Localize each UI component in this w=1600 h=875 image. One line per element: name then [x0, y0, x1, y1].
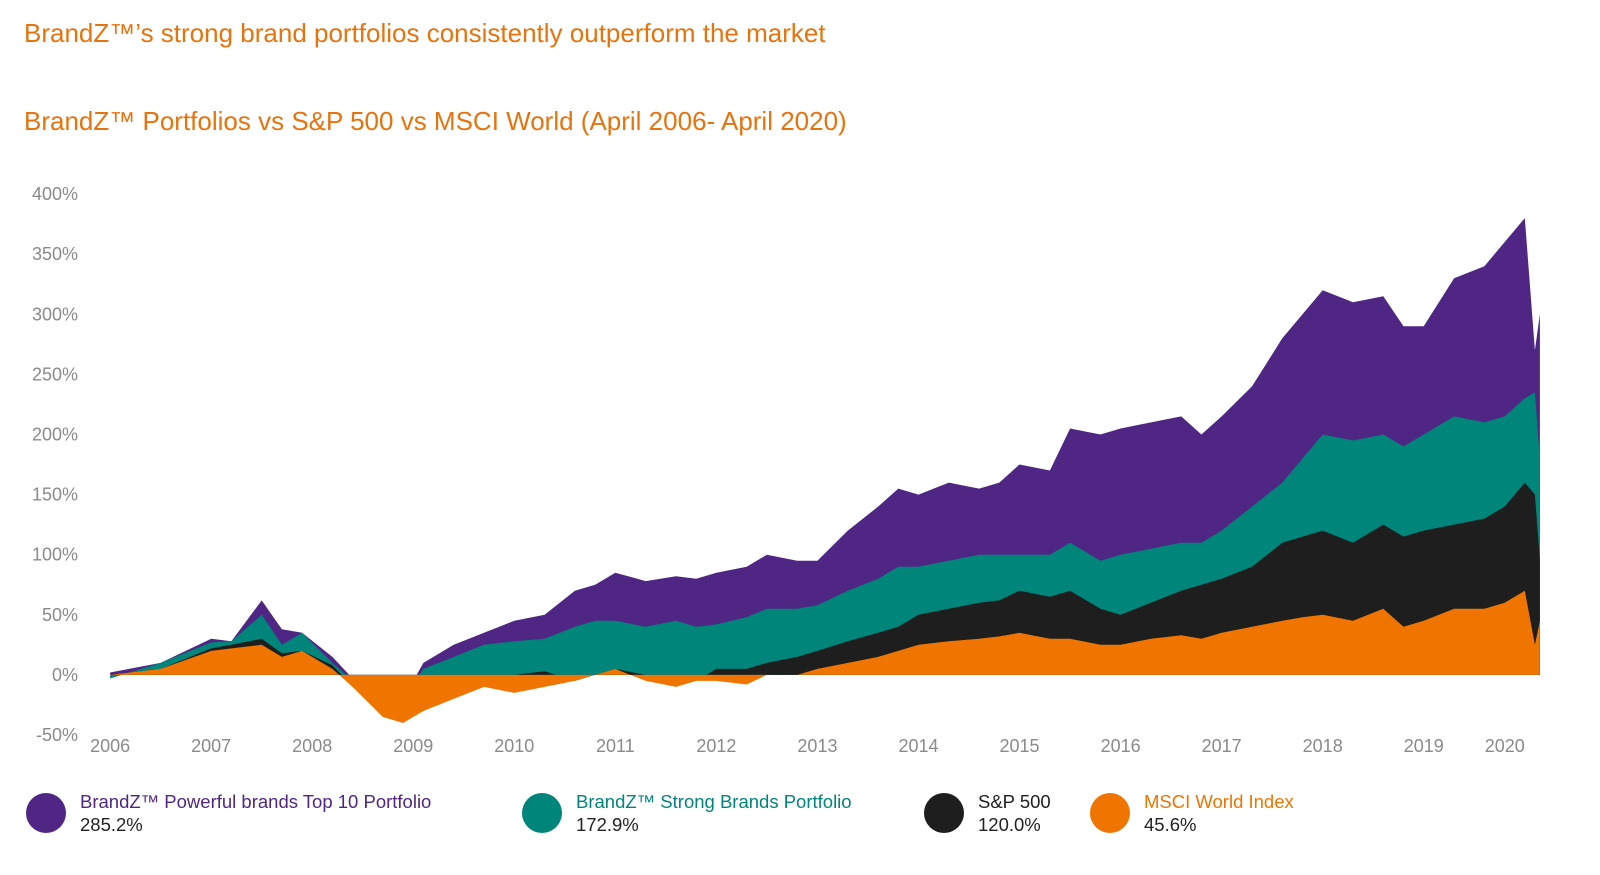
x-tick-label: 2010: [494, 736, 534, 756]
legend-value-strong-brands: 172.9%: [576, 814, 639, 835]
legend-swatch-strong-brands: [522, 793, 562, 833]
x-tick-label: 2020: [1485, 736, 1525, 756]
x-tick-label: 2006: [90, 736, 130, 756]
y-tick-label: 300%: [32, 304, 78, 324]
y-tick-label: 150%: [32, 485, 78, 505]
y-axis: -50% 0% 50% 100% 150% 200% 250% 300% 350% 400%: [32, 184, 78, 745]
legend-label-msci: MSCI World Index: [1144, 791, 1294, 812]
x-tick-label: 2008: [292, 736, 332, 756]
legend-label-top10: BrandZ™ Powerful brands Top 10 Portfolio: [80, 791, 432, 812]
y-tick-label: 50%: [42, 605, 78, 625]
y-tick-label: 250%: [32, 364, 78, 384]
x-tick-label: 2011: [596, 736, 635, 756]
y-tick-label: 100%: [32, 545, 78, 565]
y-tick-label: 0%: [52, 665, 78, 685]
legend-swatch-top10: [26, 793, 66, 833]
x-tick-label: 2014: [898, 736, 938, 756]
x-tick-label: 2015: [1000, 736, 1040, 756]
y-tick-label: 200%: [32, 424, 78, 444]
y-tick-label: 350%: [32, 244, 78, 264]
legend-value-msci: 45.6%: [1144, 814, 1197, 835]
legend-value-top10: 285.2%: [80, 814, 143, 835]
legend-swatch-sp500: [924, 793, 964, 833]
legend-item-msci: MSCI World Index 45.6%: [1090, 788, 1294, 838]
y-tick-label: -50%: [36, 725, 78, 745]
x-tick-label: 2019: [1404, 736, 1444, 756]
x-tick-label: 2013: [797, 736, 837, 756]
legend-swatch-msci: [1090, 793, 1130, 833]
x-tick-label: 2009: [393, 736, 433, 756]
x-tick-label: 2017: [1202, 736, 1242, 756]
x-tick-label: 2016: [1101, 736, 1141, 756]
legend-item-strong-brands: BrandZ™ Strong Brands Portfolio 172.9%: [522, 788, 852, 838]
x-tick-label: 2007: [191, 736, 231, 756]
legend-item-sp500: S&P 500 120.0%: [924, 788, 1051, 838]
chart-subtitle: BrandZ™ Portfolios vs S&P 500 vs MSCI Wo…: [24, 106, 847, 136]
x-tick-label: 2018: [1303, 736, 1343, 756]
y-tick-label: 400%: [32, 184, 78, 204]
legend-label-sp500: S&P 500: [978, 791, 1051, 812]
series-area-3: [110, 590, 1540, 723]
x-axis: 2006 2007 2008 2009 2010 2011 2012 2013 2014 2015…: [90, 736, 1525, 756]
chart-title: BrandZ™’s strong brand portfolios consis…: [24, 18, 826, 48]
legend-label-strong-brands: BrandZ™ Strong Brands Portfolio: [576, 791, 852, 812]
x-tick-label: 2012: [696, 736, 736, 756]
legend-value-sp500: 120.0%: [978, 814, 1041, 835]
legend-item-top10: BrandZ™ Powerful brands Top 10 Portfolio…: [26, 788, 431, 838]
series-areas: [110, 218, 1540, 723]
